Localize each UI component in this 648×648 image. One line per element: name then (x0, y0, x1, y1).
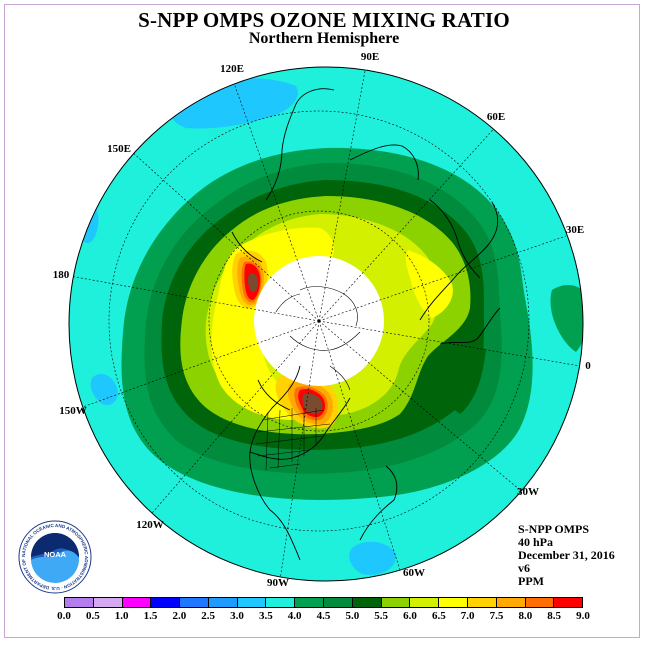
info-date: December 31, 2016 (518, 548, 615, 562)
lon-label-120w: 120W (136, 519, 164, 531)
colorbar-tick-label: 4.0 (287, 610, 302, 622)
political-boundaries (255, 408, 331, 471)
colorbar-segment (208, 598, 238, 607)
map-border (68, 66, 584, 582)
low-patch-southeast (349, 541, 397, 575)
map-title: S-NPP OMPS OZONE MIXING RATIO (138, 8, 510, 32)
band-4-0-east-edge (550, 285, 583, 352)
arctic-coastlines (275, 286, 361, 391)
colorbar-segment (554, 598, 583, 607)
colorbar-tick-label: 8.0 (518, 610, 533, 622)
colorbar-segment (65, 598, 94, 607)
colorbar-tick-label: 6.0 (403, 610, 417, 622)
coastlines (231, 88, 501, 561)
lon-label-60e: 60E (486, 111, 506, 123)
info-level: 40 hPa (518, 535, 554, 549)
colorbar-tick-label: 5.5 (374, 610, 389, 622)
colorbar-segment (410, 598, 440, 607)
lon-label-180: 180 (52, 269, 70, 281)
colorbar-segment (266, 598, 296, 607)
noaa-logo: NATIONAL OCEANIC AND ATMOSPHERIC ADMINIS… (18, 520, 92, 594)
colorbar-tick-label: 1.0 (114, 610, 129, 622)
colorbar-tick-label: 0.0 (57, 610, 71, 622)
lon-label-90e: 90E (360, 51, 380, 63)
lon-label-150w: 150W (59, 405, 87, 417)
info-units: PPM (518, 574, 544, 588)
colorbar-segment (295, 598, 325, 607)
colorbar-segment (467, 598, 497, 607)
colorbar-tick-label: 5.0 (345, 610, 360, 622)
colorbar-tick-label: 4.5 (316, 610, 331, 622)
info-block: S-NPP OMPS 40 hPa December 31, 2016 v6 P… (518, 523, 615, 588)
colorbar-segment (122, 598, 152, 607)
map-disk (69, 67, 583, 581)
colorbar-segment (496, 598, 526, 607)
colorbar-tick-label: 7.0 (460, 610, 475, 622)
lon-label-150e: 150E (107, 143, 131, 155)
colorbar-tick-label: 1.5 (143, 610, 158, 622)
figure-frame (4, 4, 640, 638)
lon-label-120e: 120E (220, 63, 244, 75)
colorbar-segment (525, 598, 555, 607)
lon-label-90w: 90W (267, 577, 289, 589)
lon-label-30e: 30E (565, 224, 585, 236)
info-instrument: S-NPP OMPS (518, 522, 589, 536)
map-subtitle: Northern Hemisphere (248, 30, 400, 47)
level-9-0-south (302, 393, 323, 414)
lon-label-0: 0 (585, 360, 591, 372)
colorbar-segment (151, 598, 181, 607)
colorbar-tick-label: 2.5 (201, 610, 216, 622)
colorbar-segment (324, 598, 353, 607)
colorbar-tick-label: 8.5 (547, 610, 562, 622)
lon-label-60w: 60W (403, 567, 425, 579)
colorbar-tick-label: 0.5 (85, 610, 100, 622)
colorbar-tick-label: 7.5 (489, 610, 504, 622)
colorbar (64, 597, 583, 608)
colorbar-tick-label: 9.0 (576, 610, 590, 622)
colorbar-segment (381, 598, 411, 607)
colorbar-tick-label: 6.5 (431, 610, 446, 622)
colorbar-tick-label: 3.0 (230, 610, 244, 622)
colorbar-tick-label: 3.5 (258, 610, 273, 622)
colorbar-segment (93, 598, 123, 607)
colorbar-segment (180, 598, 209, 607)
graticule (69, 67, 581, 581)
colorbar-tick-label: 2.0 (172, 610, 187, 622)
colorbar-segment (352, 598, 382, 607)
colorbar-segment (237, 598, 267, 607)
colorbar-segment (439, 598, 468, 607)
noaa-logo-text: NOAA (44, 550, 67, 559)
colorbar-ticks: 0.0 0.5 1.0 1.5 2.0 2.5 3.0 3.5 4.0 4.5 5.0 5.5 6.0 6… (57, 610, 590, 624)
lon-label-30w: 30W (517, 486, 539, 498)
level-6-5-east (405, 250, 453, 318)
info-version: v6 (518, 561, 530, 575)
level-9-0 (248, 273, 258, 293)
low-patch-pacific (90, 373, 118, 406)
